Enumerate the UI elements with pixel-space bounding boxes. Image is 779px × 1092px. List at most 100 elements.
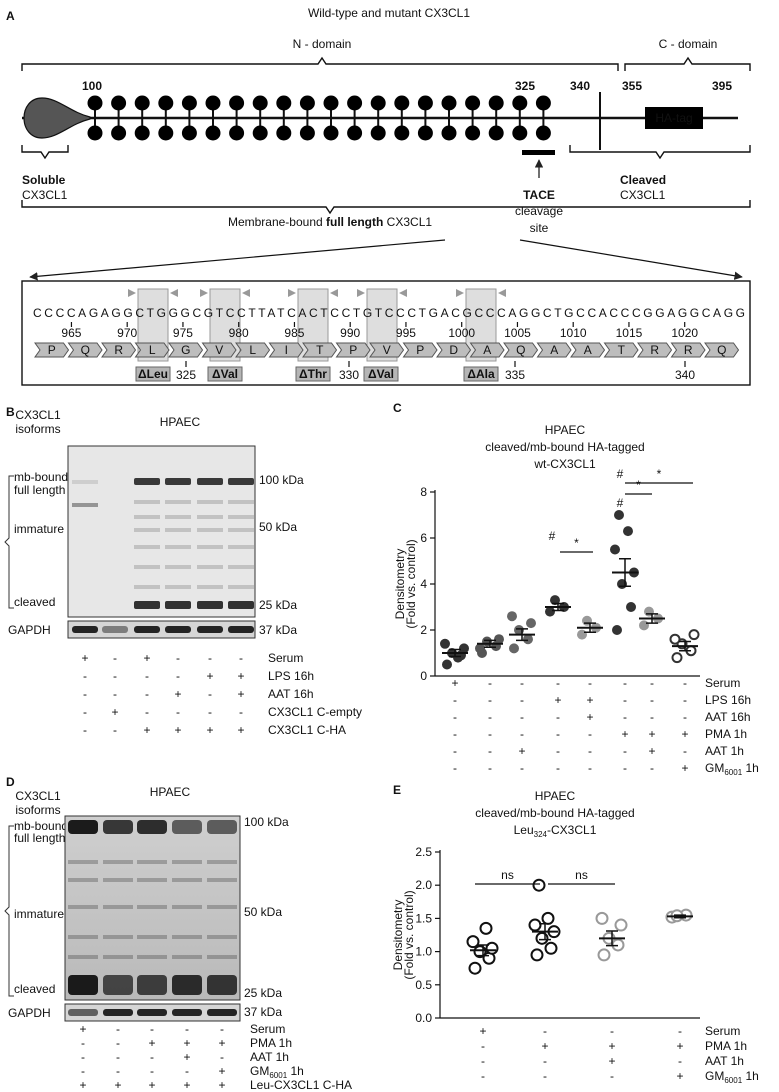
- data-point: [523, 634, 533, 645]
- condition-sign: -: [488, 761, 492, 775]
- data-point: [468, 961, 482, 975]
- aa-label: I: [285, 343, 288, 357]
- loading-label: GAPDH: [8, 623, 51, 637]
- condition-label: AAT 16h: [705, 710, 751, 724]
- nt-label: 995: [396, 326, 416, 340]
- data-point: [545, 606, 555, 617]
- condition-sign: -: [543, 1069, 547, 1083]
- band: [103, 820, 133, 834]
- glyco-dot: [417, 95, 433, 111]
- deletion-label: ΔVal: [212, 367, 238, 381]
- data-point: [610, 544, 620, 555]
- condition-label: Serum: [250, 1022, 285, 1036]
- condition-sign: -: [239, 651, 243, 665]
- band: [134, 565, 160, 569]
- aa-chevron: [402, 342, 438, 358]
- y-tick-label: 0: [420, 669, 427, 683]
- nt-label: 975: [173, 326, 193, 340]
- aa-chevron: [637, 342, 673, 358]
- domain-label: N - domain: [293, 37, 352, 51]
- tace-site: [522, 150, 555, 155]
- band: [197, 545, 223, 549]
- band-label: cleaved: [14, 595, 55, 609]
- band: [207, 820, 237, 834]
- nt-label: 970: [117, 326, 137, 340]
- glyco-dot: [512, 125, 528, 141]
- condition-sign: -: [488, 727, 492, 741]
- blot: [64, 815, 241, 1001]
- condition-sign: -: [453, 744, 457, 758]
- label: isoforms: [15, 803, 60, 817]
- condition-label: CX3CL1 C-empty: [268, 705, 362, 719]
- band: [228, 545, 254, 549]
- condition-sign: -: [481, 1039, 485, 1053]
- aa-label: P: [416, 343, 424, 357]
- y-tick-label: 6: [420, 531, 427, 545]
- band: [68, 955, 98, 959]
- condition-sign: +: [174, 723, 181, 737]
- condition-sign: -: [453, 761, 457, 775]
- band: [165, 500, 191, 504]
- marker-label: 25 kDa: [259, 598, 297, 612]
- aa-label: A: [483, 343, 491, 357]
- band: [228, 528, 254, 532]
- band: [68, 860, 98, 864]
- condition-label: AAT 1h: [250, 1050, 289, 1064]
- data-point: [614, 918, 628, 932]
- condition-sign: +: [608, 1039, 615, 1053]
- condition-sign: -: [185, 1064, 189, 1078]
- condition-sign: +: [206, 669, 213, 683]
- band: [172, 905, 202, 909]
- condition-sign: -: [623, 744, 627, 758]
- band: [165, 565, 191, 569]
- band: [172, 975, 202, 995]
- condition-sign: -: [83, 705, 87, 719]
- condition-label: Serum: [705, 676, 740, 690]
- condition-sign: +: [676, 1039, 683, 1053]
- aa-label: D: [449, 343, 458, 357]
- condition-sign: +: [681, 727, 688, 741]
- condition-sign: -: [488, 676, 492, 690]
- y-axis-label: Densitometry: [391, 900, 405, 971]
- glyco-dot: [488, 125, 504, 141]
- aa-label: R: [684, 343, 693, 357]
- data-point: [595, 911, 609, 925]
- data-point: [639, 620, 649, 631]
- condition-sign: -: [208, 687, 212, 701]
- condition-sign: +: [518, 744, 525, 758]
- condition-sign: -: [481, 1069, 485, 1083]
- glyco-dot: [370, 125, 386, 141]
- condition-sign: -: [556, 710, 560, 724]
- condition-label-part: GM: [250, 1064, 269, 1078]
- aa-label: Q: [516, 343, 525, 357]
- aa-chevron: [67, 342, 103, 358]
- condition-sign: -: [610, 1069, 614, 1083]
- condition-sign: -: [556, 744, 560, 758]
- significance-label: ns: [501, 868, 514, 882]
- condition-sign: -: [610, 1024, 614, 1038]
- condition-sign: -: [208, 651, 212, 665]
- glyco-dot: [441, 95, 457, 111]
- condition-sign: -: [623, 761, 627, 775]
- cell-label: HPAEC: [150, 785, 191, 799]
- condition-sign: -: [113, 669, 117, 683]
- brace: [21, 200, 751, 215]
- aa-label: T: [316, 343, 324, 357]
- condition-sign: -: [678, 1024, 682, 1038]
- aa-chevron: [101, 342, 137, 358]
- chart-title: Leu324-CX3CL1: [514, 823, 597, 839]
- position-label: 355: [622, 79, 642, 93]
- condition-sign: +: [206, 723, 213, 737]
- chart-title: wt-CX3CL1: [533, 457, 596, 471]
- significance-label: *: [574, 536, 579, 550]
- glyco-dot: [134, 125, 150, 141]
- band-label: full length: [14, 483, 65, 497]
- glyco-dot: [111, 125, 127, 141]
- chart-title: HPAEC: [535, 789, 576, 803]
- band: [68, 820, 98, 834]
- marker-label: 25 kDa: [244, 986, 282, 1000]
- band-label: mb-bound: [14, 819, 68, 833]
- panel-label: A: [6, 9, 15, 23]
- band: [103, 955, 133, 959]
- glyco-dot: [347, 95, 363, 111]
